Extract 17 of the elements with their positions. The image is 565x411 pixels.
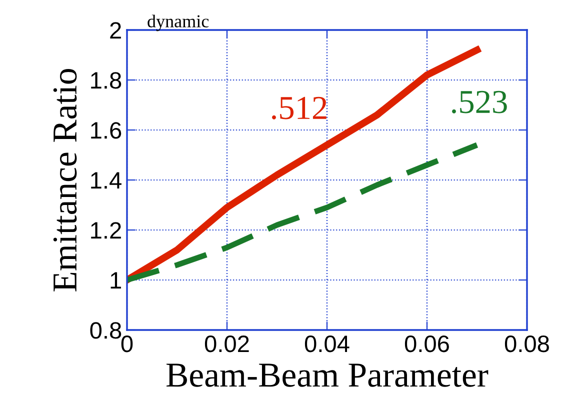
y-tick-label: 1.4 — [91, 172, 122, 189]
series-label: .523 — [452, 90, 507, 114]
x-tick-label: 0.06 — [404, 335, 449, 352]
x-tick-label: 0.02 — [204, 335, 249, 352]
y-tick-label: 2 — [110, 22, 121, 39]
x-tick-label: 0 — [121, 335, 133, 352]
y-tick-label: 1 — [110, 272, 121, 289]
x-axis-title: Beam-Beam Parameter — [166, 364, 488, 387]
x-tick-label: 0.04 — [304, 335, 350, 352]
series-label: .512 — [272, 96, 326, 120]
y-tick-label: 1.6 — [91, 122, 122, 139]
y-axis-title: Emittance Ratio — [53, 68, 77, 292]
chart-title: dynamic — [148, 14, 209, 32]
y-tick-label: 0.8 — [90, 322, 122, 339]
y-tick-label: 1.2 — [91, 222, 121, 239]
y-tick-label: 1.8 — [91, 72, 122, 89]
x-tick-label: 0.08 — [504, 335, 549, 352]
